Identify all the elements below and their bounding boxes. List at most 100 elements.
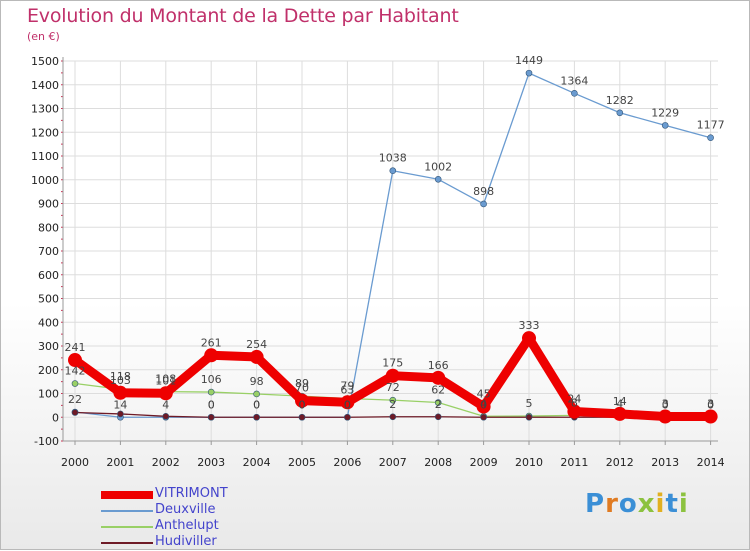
data-label-vitrimont: 166 [428,359,449,372]
data-label-anthelupt: 142 [65,365,86,378]
data-label-hudiviller: 0 [662,398,669,411]
data-label-anthelupt: 106 [201,373,222,386]
data-point-deuxville [480,200,487,208]
data-label-deuxville: 1449 [515,54,543,67]
legend-swatch [101,491,153,499]
data-point-anthelupt [434,399,442,406]
data-label-deuxville: 1282 [606,94,634,107]
data-label-anthelupt: 4 [480,397,487,410]
legend-swatch [101,542,153,544]
brand-letter: o [618,489,638,519]
data-label-anthelupt: 79 [340,379,354,392]
x-tick-label: 2007 [379,456,407,469]
data-label-deuxville: 1177 [697,119,725,132]
data-label-anthelupt: 118 [110,370,131,383]
data-label-anthelupt: 108 [155,373,176,386]
y-tick-label: 1400 [31,79,59,92]
data-label-anthelupt: 98 [250,375,264,388]
data-label-anthelupt: 8 [571,396,578,409]
x-tick-label: 2012 [606,456,634,469]
data-label-anthelupt: 5 [526,397,533,410]
data-label-deuxville: 0 [253,398,260,411]
brand-logo: Proxiti [585,489,689,519]
data-point-vitrimont [476,399,491,414]
data-point-vitrimont [340,395,355,410]
data-label-deuxville: 14 [113,398,127,411]
x-tick-label: 2000 [61,456,89,469]
data-point-hudiviller [162,412,170,420]
data-point-vitrimont [113,385,128,400]
data-label-deuxville: 22 [68,393,82,406]
x-tick-label: 2013 [651,456,679,469]
x-tick-label: 2006 [333,456,361,469]
data-label-deuxville: 898 [473,185,494,198]
x-tick-label: 2005 [288,456,316,469]
data-point-deuxville [616,109,624,117]
y-tick-label: 1500 [31,55,59,68]
data-point-deuxville [434,175,442,183]
y-tick-label: 600 [38,269,59,282]
data-point-anthelupt [207,388,215,396]
y-tick-label: 500 [38,293,59,306]
data-point-deuxville [661,122,669,129]
data-point-vitrimont [431,370,446,385]
data-point-hudiviller [480,413,487,421]
data-label-vitrimont: 103 [110,374,131,387]
brand-letter: i [678,489,689,519]
data-label-vitrimont: 70 [295,382,309,395]
legend-label: Anthelupt [155,518,219,533]
data-point-hudiviller [117,410,124,418]
data-point-hudiviller [434,413,442,421]
data-point-deuxville [571,90,578,97]
data-point-vitrimont [567,404,582,419]
data-point-vitrimont [658,409,673,424]
data-label-hudiviller: 0 [253,398,260,411]
data-point-vitrimont [522,331,536,346]
data-point-hudiviller [389,413,397,421]
data-label-hudiviller: 0 [208,398,215,411]
data-label-vitrimont: 254 [246,338,267,351]
legend-label: VITRIMONT [155,486,228,501]
legend-swatch [101,510,153,512]
x-tick-label: 2001 [106,456,134,469]
data-point-vitrimont [204,348,219,363]
data-label-deuxville: 1002 [424,160,452,173]
y-tick-label: 0 [52,411,59,424]
axes: -100010020030040050060070080090010001100… [31,55,725,469]
y-tick-label: 700 [38,245,59,258]
data-label-hudiviller: 0 [344,398,351,411]
x-tick-label: 2011 [560,456,588,469]
data-point-hudiviller [344,413,351,421]
data-label-vitrimont: 333 [519,319,540,332]
data-label-deuxville: 1038 [379,152,407,165]
y-tick-label: 400 [38,316,59,329]
x-tick-label: 2004 [243,456,271,469]
data-label-deuxville: 0 [208,398,215,411]
data-label-vitrimont: 24 [567,393,581,406]
data-label-anthelupt: 4 [616,397,623,410]
data-point-anthelupt [253,390,260,398]
x-tick-label: 2014 [697,456,725,469]
x-tick-label: 2010 [515,456,543,469]
x-tick-label: 2009 [470,456,498,469]
data-point-deuxville [389,167,397,175]
data-point-anthelupt [389,396,397,404]
legend-label: Hudiviller [155,534,217,549]
data-label-vitrimont: 261 [201,336,222,349]
x-tick-label: 2003 [197,456,225,469]
y-tick-label: 300 [38,340,59,353]
brand-letter: t [665,489,679,519]
data-label-vitrimont: 14 [613,395,627,408]
data-label-hudiviller: 2 [435,398,442,411]
data-point-vitrimont [68,353,82,368]
y-tick-label: 200 [38,364,59,377]
y-tick-label: 100 [38,388,59,401]
x-tick-label: 2008 [424,456,452,469]
data-point-vitrimont [158,386,173,401]
y-tick-label: 1200 [31,126,59,139]
data-label-hudiviller: 0 [480,398,487,411]
data-point-vitrimont [703,409,718,424]
data-point-vitrimont [295,393,309,408]
